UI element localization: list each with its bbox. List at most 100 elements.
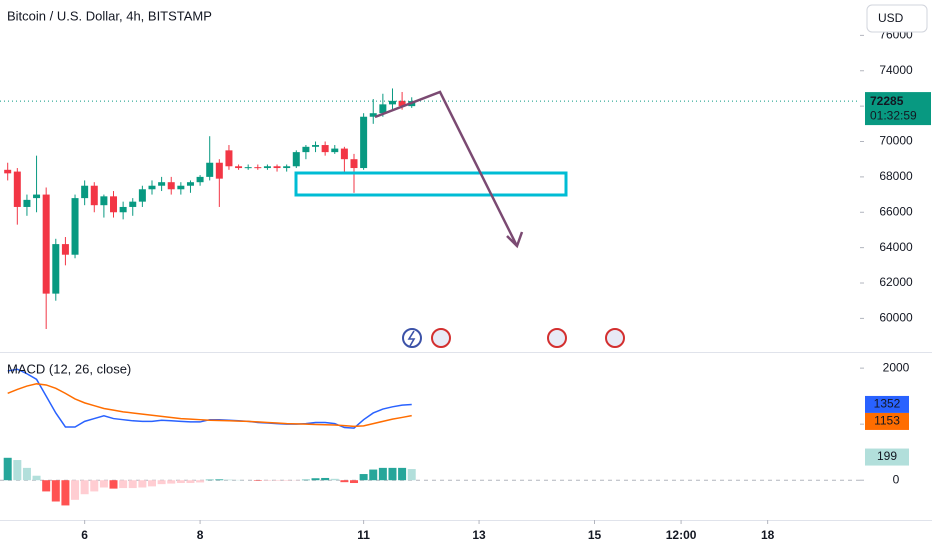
- candle-body: [369, 113, 377, 117]
- y-tick-label: 70000: [879, 134, 913, 148]
- histogram-bar: [42, 480, 51, 492]
- histogram-bar: [369, 469, 378, 481]
- histogram-bar: [71, 480, 80, 500]
- projection-arrow[interactable]: [374, 90, 519, 247]
- candle-body: [138, 189, 146, 202]
- event-icon[interactable]: [402, 328, 422, 348]
- candle-body: [350, 159, 358, 169]
- histogram-bar: [80, 480, 89, 495]
- candle-body: [321, 145, 329, 153]
- value-badge: [865, 395, 909, 413]
- chart-title: Bitcoin / U.S. Dollar, 4h, BITSTAMP: [7, 8, 212, 23]
- histogram-bar: [186, 480, 195, 484]
- histogram-bar: [215, 479, 224, 481]
- histogram-bar: [3, 457, 12, 481]
- histogram-bar: [378, 467, 387, 481]
- candle-body: [215, 162, 223, 179]
- histogram-bar: [301, 479, 310, 481]
- x-tick-label: 15: [588, 528, 602, 542]
- x-tick-label: 8: [197, 528, 204, 542]
- y-tick-label: 64000: [879, 240, 913, 254]
- histogram-bar: [321, 477, 330, 481]
- histogram-bar: [224, 479, 233, 481]
- candle-body: [158, 182, 166, 186]
- y-tick-label: 60000: [879, 311, 913, 325]
- candle-body: [110, 196, 118, 213]
- candle-body: [167, 182, 175, 190]
- candle-body: [302, 146, 310, 153]
- event-icon[interactable]: [431, 328, 451, 348]
- y-tick-label: 68000: [879, 169, 913, 183]
- indicator-title: MACD (12, 26, close): [7, 361, 131, 376]
- candle-body: [196, 176, 204, 183]
- event-icon[interactable]: [547, 328, 567, 348]
- histogram-bar: [51, 480, 60, 502]
- candle-body: [312, 145, 320, 147]
- value-badge-label: 1153: [874, 414, 900, 428]
- candle-body: [52, 244, 60, 294]
- currency-button[interactable]: [866, 4, 928, 33]
- histogram-bar: [99, 480, 108, 488]
- histogram-bar: [13, 460, 22, 481]
- candle-body: [283, 166, 291, 169]
- price-pane: 6000062000640006600068000700007200074000…: [0, 28, 913, 330]
- candle-body: [263, 166, 271, 169]
- histogram-bar: [398, 467, 407, 481]
- candle-body: [100, 196, 108, 206]
- histogram-bar: [263, 480, 272, 481]
- candle-body: [81, 185, 89, 199]
- candle-body: [42, 194, 50, 294]
- countdown-label: 01:32:59: [870, 108, 917, 122]
- zone-rectangle[interactable]: [294, 171, 568, 197]
- event-icon-glyph: [407, 330, 416, 347]
- histogram-bar: [32, 475, 41, 481]
- histogram-bar: [128, 480, 137, 489]
- histogram-bar: [388, 467, 397, 481]
- candle-body: [186, 182, 194, 186]
- event-icon[interactable]: [605, 328, 625, 348]
- event-icons: [402, 328, 625, 348]
- candle-body: [177, 185, 185, 190]
- currency-label: USD: [878, 11, 904, 25]
- candle-body: [33, 194, 41, 199]
- candle-body: [225, 150, 233, 167]
- value-badge: [865, 448, 909, 466]
- y-tick-label: 74000: [879, 63, 913, 77]
- histogram-bar: [147, 480, 156, 487]
- candle-body: [388, 100, 396, 105]
- candle-body: [244, 167, 252, 169]
- histogram-bar: [157, 480, 166, 485]
- candle-body: [360, 116, 368, 169]
- histogram-bar: [167, 480, 176, 484]
- candle-body: [331, 148, 339, 153]
- histogram-bar: [282, 480, 291, 481]
- x-tick-label: 13: [472, 528, 486, 542]
- histogram-bar: [22, 467, 31, 481]
- candle-body: [13, 171, 21, 207]
- candle-body: [340, 148, 348, 160]
- x-tick-label: 11: [357, 528, 370, 542]
- candle-body: [273, 166, 281, 169]
- histogram-bar: [119, 480, 128, 489]
- candle-body: [23, 199, 31, 207]
- histogram-bar: [90, 480, 99, 492]
- value-badge-label: 199: [877, 449, 897, 463]
- histogram-bar: [340, 480, 349, 483]
- histogram-bar: [407, 469, 416, 481]
- candle-body: [379, 104, 387, 114]
- histogram-bar: [330, 478, 339, 481]
- histogram-bar: [196, 480, 205, 483]
- y-tick-label: 62000: [879, 275, 913, 289]
- x-tick-label: 6: [81, 528, 88, 542]
- histogram-bar: [109, 480, 118, 489]
- histogram-bar: [273, 480, 282, 481]
- candle-body: [398, 100, 406, 107]
- histogram-bar: [61, 480, 70, 506]
- histogram-bar: [359, 474, 368, 481]
- histogram-bar: [205, 479, 214, 481]
- candle-body: [119, 206, 127, 213]
- candle-body: [148, 185, 156, 190]
- last-price-badge: [865, 92, 931, 126]
